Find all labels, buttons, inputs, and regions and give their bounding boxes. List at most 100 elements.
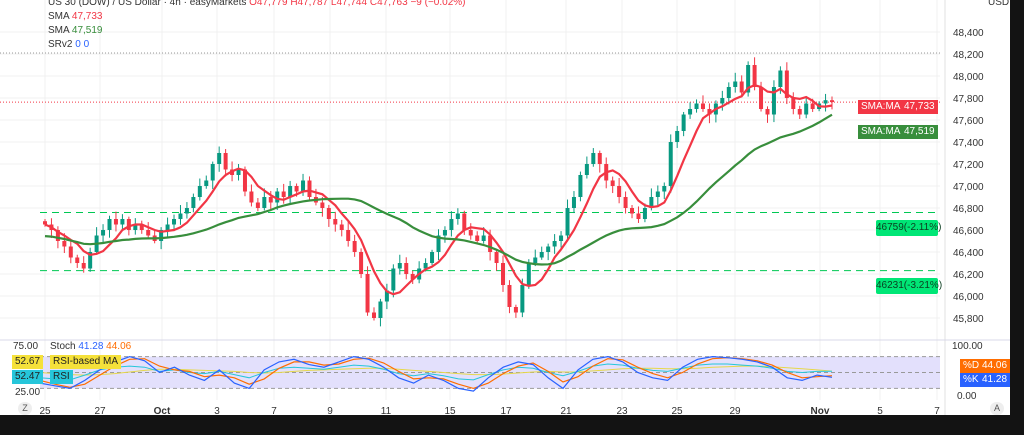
y-tick-label: 47,200 [953,160,984,171]
candle [617,186,622,197]
stoch-legend[interactable]: Stoch 41.28 44.06 [50,341,132,352]
candle [668,142,673,186]
srv2-legend[interactable]: SRv2 0 0 [48,39,89,50]
candle [765,109,770,115]
zoom-reset-button[interactable]: Z [18,402,32,415]
indicator-value: 47,733 [71,11,103,22]
price-chart[interactable]: 45,800 46,000 46,200 46,400 46,600 46,800 47,0… [0,0,1010,415]
x-tick-label: 9 [327,406,333,415]
candle [720,98,725,104]
stoch-k-value-tag: 41.28 [979,373,1010,387]
candle [352,241,357,252]
indicator-value: 0 0 [75,39,90,50]
y-tick-label: 46,800 [953,204,984,215]
x-tick-label: Nov [811,406,830,415]
x-tick-label: 25 [39,406,51,415]
candle [649,197,654,208]
candle [752,65,757,87]
stoch-d-label-tag: %D [960,359,983,373]
level-label-2: 46231(-3.21%) [876,278,942,294]
y-tick-label: 48,200 [953,50,984,61]
candle [655,191,660,197]
candle [191,197,196,208]
y-tick-label: 46,400 [953,248,984,259]
symbol-legend: US 30 (DOW) / US Dollar · 4h · easyMarke… [48,0,465,8]
candle [404,263,409,274]
y-tick-label: 46,200 [953,270,984,281]
candle [810,103,815,109]
candle [481,235,486,241]
candle [571,197,576,208]
sma-slow-legend[interactable]: SMA 47,519 [48,25,103,36]
osc-scale-bottom: 25.00 [15,387,41,398]
sma-fast-legend[interactable]: SMA 47,733 [48,11,103,22]
candle [365,274,370,313]
sma-slow-price-tag: 47,519 [901,125,938,139]
candle [255,202,260,208]
candle [513,307,518,313]
x-tick-label: 15 [444,406,456,415]
candle [584,164,589,175]
candle [62,241,67,247]
x-tick-label: 3 [214,406,220,415]
candle [320,202,325,208]
rsi-ma-value-tag: 52.67 [12,355,44,369]
candle [307,180,312,197]
candle [791,98,796,109]
candle [410,274,415,280]
indicator-value: 47,519 [71,25,103,36]
candle [333,219,338,225]
candle [610,180,615,186]
candle [636,213,641,219]
candle [301,180,306,192]
auto-scale-button[interactable]: A [990,402,1004,415]
stoch-k-line [39,355,833,392]
candle [475,235,480,241]
indicator-name: SMA [48,11,70,22]
candle [830,100,834,103]
high-value: H47,787 [290,0,329,8]
osc-axis-bottom: 0.00 [957,391,977,402]
candle [694,103,699,109]
candle [546,246,551,252]
candle [436,235,441,252]
candle [107,219,112,230]
currency-label[interactable]: USD [988,0,1010,8]
candle [430,252,435,263]
y-tick-label: 48,400 [953,28,984,39]
candle [391,268,396,291]
x-tick-label: 23 [616,406,628,415]
candle [707,109,712,115]
candle [371,312,376,318]
sma-fast-price-tag: 47,733 [901,100,938,114]
candle [797,109,802,115]
candle [184,208,189,214]
candle [397,263,402,269]
sma-slow-label-tag: SMA:MA [858,125,904,139]
candle [455,213,460,219]
x-tick-label: 27 [94,406,106,415]
candle [488,235,493,252]
y-tick-label: 46,600 [953,226,984,237]
candle [778,70,783,87]
candle [359,252,364,274]
x-tick-label: 21 [560,406,572,415]
osc-axis-top: 100.00 [952,341,983,352]
indicator-name: SMA [48,25,70,36]
candle [591,153,596,164]
sma-fast-label-tag: SMA:MA [858,100,904,114]
level-label-1: 46759(-2.11%) [876,220,941,236]
y-tick-label: 48,000 [953,72,984,83]
x-tick-label: 17 [500,406,512,415]
candle [55,230,60,241]
rsi-line [39,363,833,381]
candle [262,197,267,208]
y-tick-label: 47,800 [953,94,984,105]
x-tick-label: 7 [934,406,940,415]
x-tick-label: 11 [381,406,392,415]
chart-window: 45,800 46,000 46,200 46,400 46,600 46,800 47,0… [0,0,1010,415]
candle [81,263,86,269]
candle [113,219,118,225]
candle [662,186,667,192]
candle [75,257,80,263]
